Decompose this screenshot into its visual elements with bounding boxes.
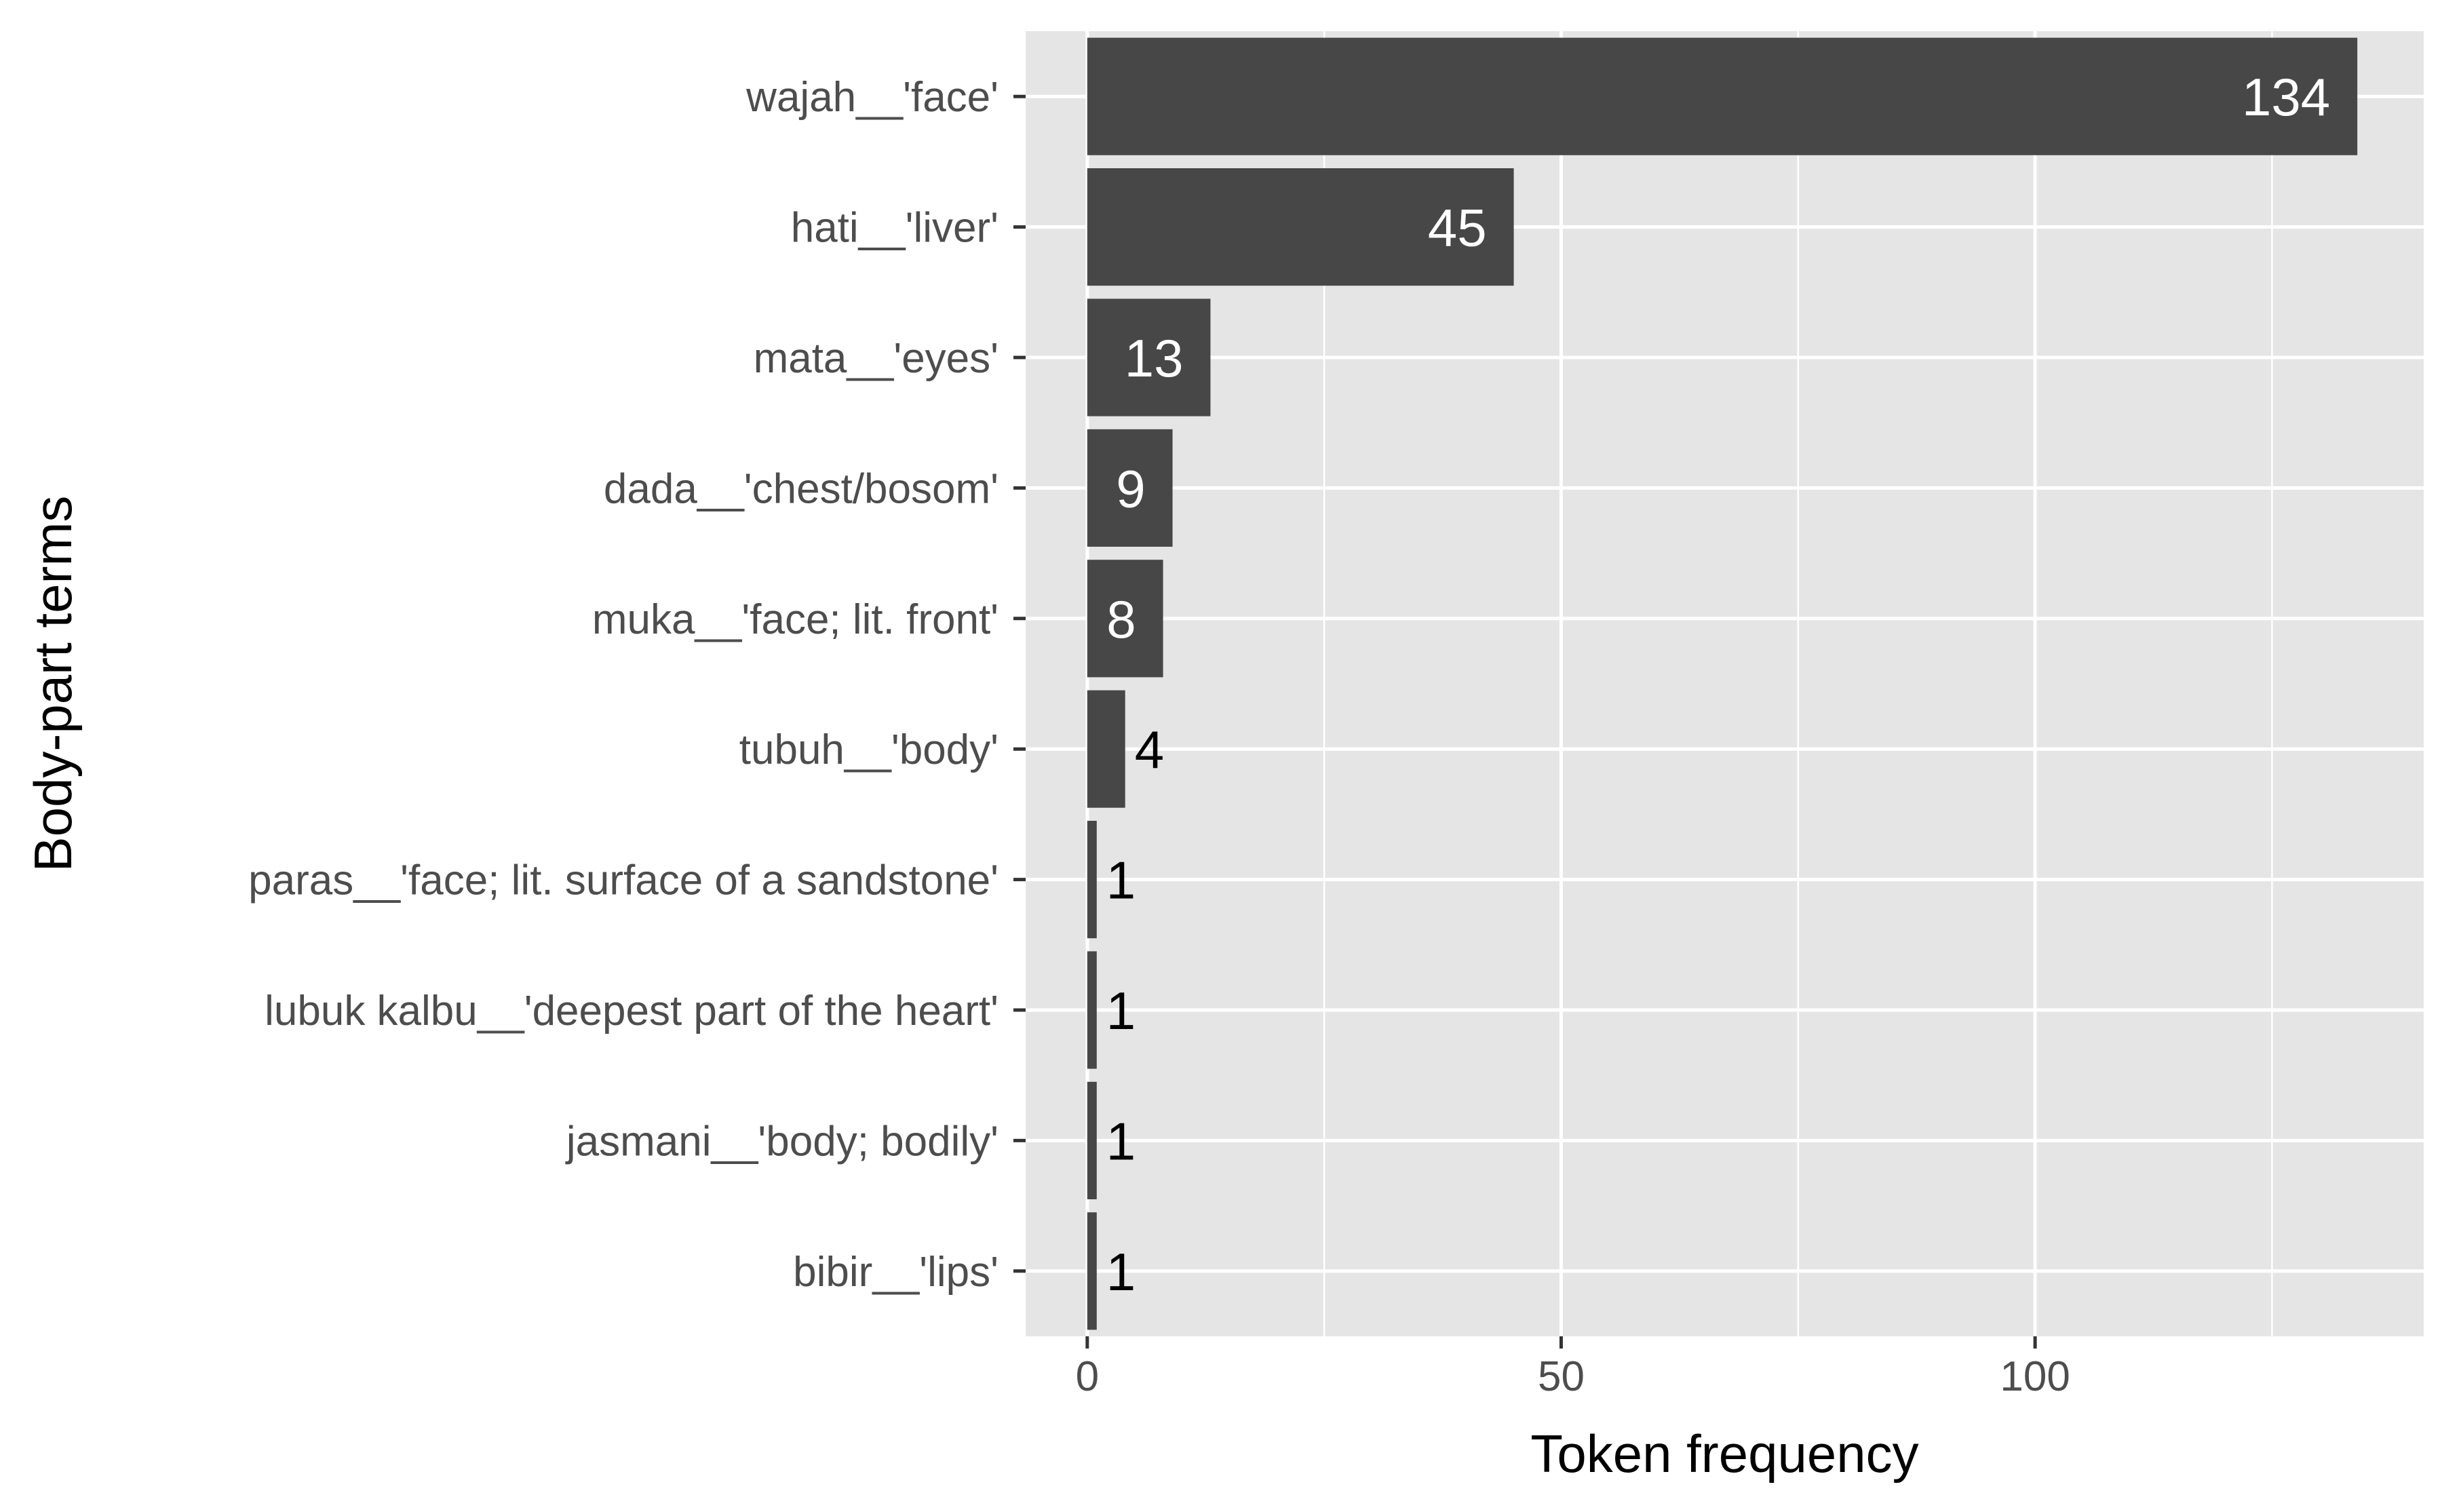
y-tick-label: wajah__'face' bbox=[745, 74, 999, 121]
bar bbox=[1087, 37, 2358, 155]
y-tick-label: bibir__'lips' bbox=[793, 1249, 999, 1296]
bar-value-label: 1 bbox=[1106, 1242, 1136, 1302]
bar bbox=[1087, 429, 1173, 547]
bar bbox=[1087, 951, 1097, 1069]
y-tick-label: jasmani__'body; bodily' bbox=[565, 1118, 999, 1165]
bar-value-label: 134 bbox=[2242, 67, 2330, 127]
bar bbox=[1087, 690, 1125, 808]
bar bbox=[1087, 1081, 1097, 1199]
y-tick-label: tubuh__'body' bbox=[739, 726, 999, 773]
y-axis-title: Body-part terms bbox=[23, 496, 83, 872]
bar-value-label: 4 bbox=[1135, 720, 1164, 779]
bar bbox=[1087, 298, 1211, 416]
bar-value-label: 1 bbox=[1106, 851, 1136, 910]
bar bbox=[1087, 1212, 1097, 1330]
bar bbox=[1087, 821, 1097, 939]
bar-value-label: 1 bbox=[1106, 1111, 1136, 1171]
bar bbox=[1087, 560, 1163, 678]
bar bbox=[1087, 168, 1514, 286]
bar-value-label: 1 bbox=[1106, 981, 1136, 1041]
y-tick-label: mata__'eyes' bbox=[754, 335, 999, 382]
x-tick-label: 0 bbox=[1076, 1353, 1099, 1400]
y-tick-label: hati__'liver' bbox=[791, 205, 999, 252]
y-tick-label: muka__'face; lit. front' bbox=[592, 596, 999, 643]
x-axis-ticks: 0 50 100 bbox=[1076, 1336, 2070, 1400]
x-axis-title: Token frequency bbox=[1530, 1424, 1918, 1484]
bar-value-label: 45 bbox=[1428, 198, 1487, 258]
bar-value-label: 9 bbox=[1116, 459, 1145, 518]
bar-value-label: 8 bbox=[1106, 589, 1136, 649]
y-axis-ticks: wajah__'face' hati__'liver' mata__'eyes'da… bbox=[248, 74, 1026, 1296]
bar-value-label: 13 bbox=[1125, 328, 1184, 388]
y-tick-label: dada__'chest/bosom' bbox=[604, 465, 999, 512]
bars bbox=[1087, 37, 2358, 1330]
x-tick-label: 100 bbox=[2000, 1353, 2070, 1400]
y-tick-label: lubuk kalbu__'deepest part of the heart' bbox=[265, 988, 999, 1034]
x-tick-label: 50 bbox=[1538, 1353, 1585, 1400]
data-labels: 134 45 13 9 8 4 1 1 1 1 bbox=[1106, 67, 2330, 1302]
y-tick-label: paras__'face; lit. surface of a sandston… bbox=[248, 857, 999, 904]
